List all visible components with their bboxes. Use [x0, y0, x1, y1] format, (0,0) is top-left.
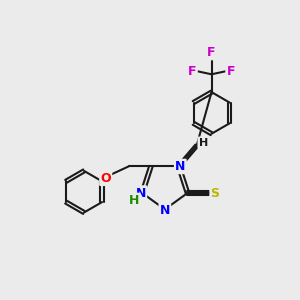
Text: S: S — [211, 187, 220, 200]
Text: N: N — [136, 187, 146, 200]
Text: F: F — [188, 65, 196, 78]
Text: O: O — [100, 172, 111, 185]
Text: F: F — [207, 46, 216, 59]
Text: N: N — [160, 204, 170, 218]
Text: H: H — [129, 194, 139, 207]
Text: N: N — [175, 160, 185, 173]
Text: H: H — [199, 138, 208, 148]
Text: F: F — [226, 65, 235, 78]
